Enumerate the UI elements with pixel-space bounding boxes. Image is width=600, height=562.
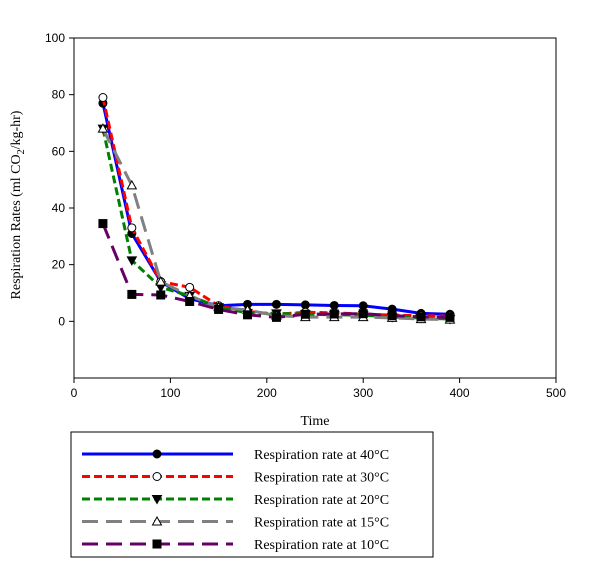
legend-entry: Respiration rate at 40°C (82, 448, 389, 463)
series-line (101, 128, 451, 321)
series-line (101, 127, 450, 322)
marker-filled-square (445, 312, 455, 322)
y-axis-label-subscript: 2 (16, 149, 27, 154)
marker-open-triangle (151, 515, 163, 526)
legend-label: Respiration rate at 20°C (254, 493, 389, 508)
marker-filled-square (243, 310, 253, 320)
marker-filled-square (358, 309, 368, 319)
marker-filled-circle (152, 449, 162, 459)
y-axis-label-tail: /kg-hr) (9, 110, 24, 149)
marker-filled-circle (358, 301, 368, 311)
marker-filled-square (300, 309, 310, 319)
marker-filled-square (185, 297, 195, 306)
series-line (101, 102, 451, 316)
marker-open-circle (98, 93, 108, 102)
marker-open-circle (185, 282, 195, 292)
x-tick-label: 300 (353, 386, 373, 400)
x-tick-label: 0 (71, 386, 78, 400)
series-0 (98, 98, 455, 319)
x-tick-label: 500 (546, 386, 566, 400)
marker-open-triangle (155, 276, 167, 286)
marker-filled-square (214, 304, 224, 314)
marker-filled-triangle (151, 495, 163, 505)
series-3 (97, 123, 456, 324)
legend-label: Respiration rate at 10°C (254, 538, 389, 553)
marker-filled-square (156, 290, 166, 300)
y-axis-label-main: Respiration Rates (ml CO (9, 154, 24, 299)
legend-label: Respiration rate at 40°C (254, 448, 389, 463)
marker-open-triangle (126, 179, 138, 190)
series-layer (97, 93, 456, 325)
marker-filled-square (152, 539, 162, 549)
x-axis-label: Time (300, 414, 329, 429)
marker-open-circle (152, 472, 162, 481)
legend-entry: Respiration rate at 30°C (82, 471, 389, 486)
marker-filled-square (127, 289, 137, 299)
plot-frame (73, 37, 557, 379)
legend-label: Respiration rate at 30°C (254, 471, 389, 486)
y-tick-label: 100 (45, 31, 65, 45)
marker-filled-square (329, 309, 339, 319)
marker-filled-square (416, 312, 426, 322)
legend-entries: Respiration rate at 40°C Respiration rate… (82, 448, 389, 553)
y-tick-label: 60 (52, 144, 66, 158)
marker-filled-square (98, 219, 108, 229)
marker-open-circle (127, 223, 137, 233)
series-line (101, 97, 450, 318)
axis-ticks: 0 100 200 300 400 500 0 20 40 60 80 100 (45, 31, 566, 400)
marker-open-triangle (97, 123, 109, 133)
series-1 (98, 93, 455, 321)
marker-filled-triangle (126, 256, 138, 266)
legend-entry: Respiration rate at 10°C (82, 538, 389, 553)
y-tick-label: 80 (52, 88, 66, 102)
legend-label: Respiration rate at 15°C (254, 516, 389, 531)
marker-filled-square (387, 311, 397, 321)
marker-filled-circle (271, 299, 281, 309)
legend-entry: Respiration rate at 15°C (82, 516, 389, 531)
legend: Respiration rate at 40°C Respiration rate… (70, 431, 434, 558)
marker-filled-square (271, 312, 281, 322)
x-tick-label: 200 (257, 386, 277, 400)
marker-filled-circle (329, 300, 339, 310)
y-tick-label: 0 (58, 314, 65, 328)
y-axis-label: Respiration Rates (ml CO2/kg-hr) (9, 110, 27, 299)
series-4 (98, 219, 455, 322)
y-tick-label: 40 (52, 201, 66, 215)
y-tick-label: 20 (52, 258, 66, 272)
x-tick-label: 100 (160, 386, 180, 400)
x-tick-label: 400 (450, 386, 470, 400)
marker-filled-circle (300, 300, 310, 310)
legend-entry: Respiration rate at 20°C (82, 493, 389, 508)
